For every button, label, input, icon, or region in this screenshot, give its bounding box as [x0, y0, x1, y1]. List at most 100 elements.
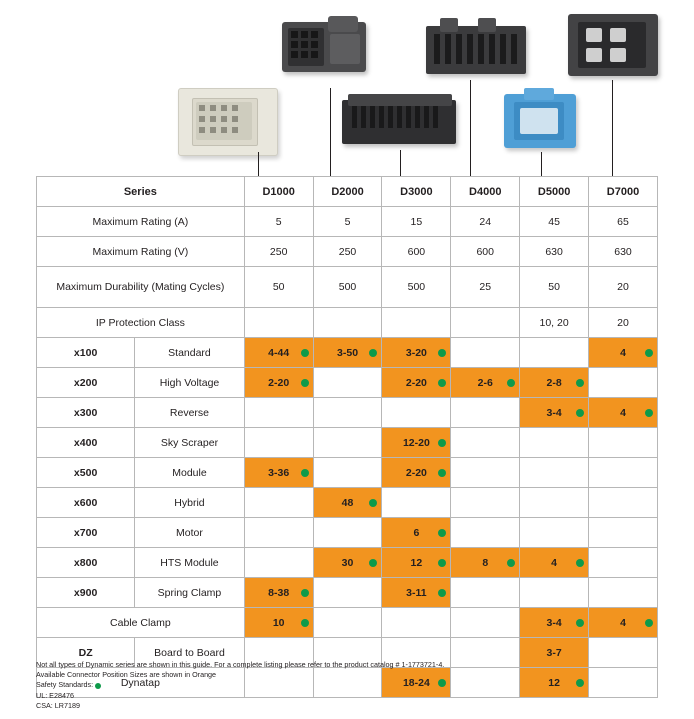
- green-dot-icon: [438, 468, 447, 477]
- cell-max-rating-a-d7000: 65: [588, 206, 658, 237]
- dynamic-series-table: Series D1000 D2000 D3000 D4000 D5000 D70…: [35, 176, 658, 698]
- green-dot-icon: [507, 558, 516, 567]
- table-row-max-rating-v: Maximum Rating (V) 250 250 600 600 630 6…: [36, 236, 658, 267]
- table-row-x700: x700 Motor 6: [35, 517, 658, 548]
- cell-x200-d2000: [312, 367, 383, 398]
- cell-x200-d4000: 2-6: [450, 367, 521, 398]
- leader-line-d5000: [541, 152, 542, 176]
- row-code-x200: x200: [35, 367, 136, 398]
- cell-max-durability-d5000: 50: [519, 266, 590, 308]
- row-name-cable-clamp: Cable Clamp: [36, 607, 245, 638]
- row-name-x300: Reverse: [134, 397, 245, 428]
- header-series-d4000: D4000: [450, 176, 521, 207]
- table-row-max-rating-a: Maximum Rating (A) 5 5 15 24 45 65: [36, 206, 658, 237]
- footnote-catalog-reference: Not all types of Dynamic series are show…: [36, 660, 445, 669]
- row-name-x700: Motor: [134, 517, 245, 548]
- footnote-safety-standards: Safety Standards:: [36, 680, 676, 690]
- cell-x400-d4000: [450, 427, 521, 458]
- cell-x300-d5000: 3-4: [519, 397, 590, 428]
- row-name-x100: Standard: [134, 337, 245, 368]
- cell-x500-d5000: [519, 457, 590, 488]
- row-name-x800: HTS Module: [134, 547, 245, 578]
- cell-x900-d1000: 8-38: [243, 577, 314, 608]
- row-code-x300: x300: [35, 397, 136, 428]
- cell-x100-d1000: 4-44: [243, 337, 314, 368]
- row-name-board-to-board: Board to Board: [134, 637, 245, 668]
- cell-cable-clamp-d4000: [450, 607, 521, 638]
- row-name-x600: Hybrid: [134, 487, 245, 518]
- cell-x800-d5000: 4: [519, 547, 590, 578]
- cell-x700-d5000: [519, 517, 590, 548]
- green-dot-icon: [576, 408, 585, 417]
- cell-cable-clamp-d1000: 10: [243, 607, 314, 638]
- cell-max-rating-v-d2000: 250: [312, 236, 383, 267]
- cell-x200-d1000: 2-20: [243, 367, 314, 398]
- cell-max-rating-v-d1000: 250: [243, 236, 314, 267]
- green-dot-icon: [576, 558, 585, 567]
- green-dot-icon: [645, 348, 653, 357]
- green-dot-icon: [576, 618, 585, 627]
- row-label-max-rating-a: Maximum Rating (A): [36, 206, 245, 237]
- cell-x600-d7000: [588, 487, 658, 518]
- cell-x400-d7000: [588, 427, 658, 458]
- row-code-x100: x100: [35, 337, 136, 368]
- green-dot-icon: [300, 468, 309, 477]
- leader-line-d3000: [400, 150, 401, 176]
- cell-max-durability-d4000: 25: [450, 266, 521, 308]
- cell-x700-d1000: [243, 517, 314, 548]
- cell-x300-d7000: 4: [588, 397, 658, 428]
- header-series-d1000: D1000: [243, 176, 314, 207]
- row-label-max-rating-v: Maximum Rating (V): [36, 236, 245, 267]
- cell-dynatap-d7000: [588, 667, 658, 698]
- product-photo-d5000: [500, 84, 584, 156]
- cell-x300-d2000: [312, 397, 383, 428]
- green-dot-icon: [438, 558, 447, 567]
- table-row-max-durability: Maximum Durability (Mating Cycles) 50 50…: [36, 266, 658, 308]
- table-row-dynatap: Dynatap 18-24 12: [36, 667, 658, 698]
- cell-ip-d2000: [312, 307, 383, 338]
- cell-max-durability-d3000: 500: [381, 266, 452, 308]
- cell-x900-d5000: [519, 577, 590, 608]
- cell-max-durability-d7000: 20: [588, 266, 658, 308]
- footnotes: Not all types of Dynamic series are show…: [36, 660, 676, 711]
- green-dot-icon: [438, 378, 447, 387]
- green-dot-icon: [576, 378, 585, 387]
- table-header-row: Series D1000 D2000 D3000 D4000 D5000 D70…: [36, 176, 658, 207]
- cell-ip-d4000: [450, 307, 521, 338]
- product-photo-d4000: [424, 12, 532, 84]
- cell-x700-d7000: [588, 517, 658, 548]
- cell-x500-d3000: 2-20: [381, 457, 452, 488]
- row-code-dz: DZ: [35, 637, 136, 668]
- cell-x100-d2000: 3-50: [312, 337, 383, 368]
- cell-x800-d4000: 8: [450, 547, 521, 578]
- cell-x600-d1000: [243, 487, 314, 518]
- cell-x200-d3000: 2-20: [381, 367, 452, 398]
- footnote-csa: CSA: LR7189: [36, 700, 80, 710]
- row-label-max-durability: Maximum Durability (Mating Cycles): [36, 266, 245, 308]
- green-dot-icon: [438, 348, 447, 357]
- leader-line-horizontal: [330, 88, 331, 89]
- green-dot-icon: [576, 678, 585, 687]
- cell-x800-d2000: 30: [312, 547, 383, 578]
- green-dot-icon: [438, 438, 447, 447]
- product-photo-d2000: [280, 12, 372, 82]
- product-photo-d3000: [340, 92, 462, 154]
- cell-dynatap-d5000: 12: [519, 667, 590, 698]
- cell-max-rating-a-d5000: 45: [519, 206, 590, 237]
- cell-x500-d1000: 3-36: [243, 457, 314, 488]
- cell-x400-d1000: [243, 427, 314, 458]
- cell-x100-d4000: [450, 337, 521, 368]
- cell-x400-d2000: [312, 427, 383, 458]
- cell-x800-d1000: [243, 547, 314, 578]
- cell-max-durability-d1000: 50: [243, 266, 314, 308]
- cell-x700-d3000: 6: [381, 517, 452, 548]
- cell-max-rating-a-d1000: 5: [243, 206, 314, 237]
- cell-x800-d3000: 12: [381, 547, 452, 578]
- footnote-safety-label: Safety Standards:: [36, 680, 94, 690]
- footnote-orange-legend: Available Connector Position Sizes are s…: [36, 670, 217, 680]
- cell-x500-d4000: [450, 457, 521, 488]
- cell-x900-d3000: 3-11: [381, 577, 452, 608]
- cell-dynatap-d3000: 18-24: [381, 667, 452, 698]
- product-photo-strip: [0, 0, 694, 176]
- row-name-x500: Module: [134, 457, 245, 488]
